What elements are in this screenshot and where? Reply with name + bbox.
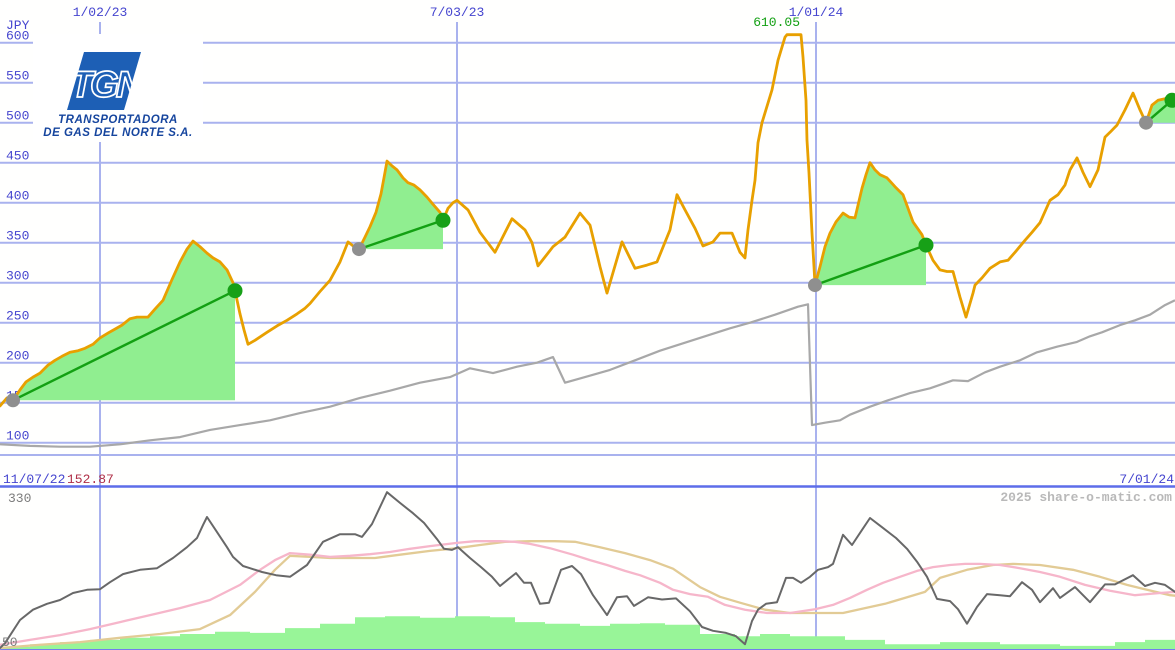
price-pane-layer [0,33,1175,448]
y-tick-label: 200 [6,349,29,364]
x-tick-label: 1/01/24 [789,5,844,20]
trend-start-dot [1139,115,1153,130]
trend-end-dot [1164,92,1175,108]
x-tick-label: 1/02/23 [73,5,128,20]
trend-region [13,241,235,401]
y-tick-label: 600 [6,29,29,44]
company-logo: TGN TRANSPORTADORA DE GAS DEL NORTE S.A. [33,34,203,142]
trend-start-dot [6,393,20,408]
series-start-date: 11/07/22 [3,472,65,487]
watermark: 2025 share-o-matic.com [1000,490,1172,505]
trend-line [358,219,444,251]
y-tick-label: 500 [6,109,29,124]
x-tick-label: 7/03/23 [430,5,485,20]
peak-annotation: 610.05 [753,15,800,30]
trend-start-dot [352,242,366,257]
benchmark-line [0,299,1175,448]
currency-label: JPY [6,18,30,33]
y-tick-label: 250 [6,309,29,324]
trend-end-dot [227,283,243,299]
end-date-label: 7/01/24 [1119,472,1174,487]
company-name-line2: DE GAS DEL NORTE S.A. [43,127,192,139]
trend-line [12,289,236,402]
series-start-price: 152.87 [67,472,114,487]
labels-layer: JPY 610.05 11/07/22 152.87 7/01/24 2025 … [2,15,1174,650]
trend-start-dot [808,278,822,293]
price-line [0,33,1175,408]
fast-signal-line [0,540,1175,646]
logo-parallelogram [67,52,141,110]
trend-line [814,243,927,287]
y-tick-label: 550 [6,69,29,84]
volume-bars [0,616,1175,649]
y-tick-label: 350 [6,229,29,244]
lower-axis-top-label: 330 [8,491,31,506]
indicator-line [0,491,1175,649]
y-tick-label: 100 [6,429,29,444]
indicator-pane-layer [0,491,1175,650]
trend-end-dot [435,212,451,228]
y-tick-label: 450 [6,149,29,164]
logo-acronym: TGN [70,64,143,105]
company-name-line1: TRANSPORTADORA [58,114,178,126]
y-tick-label: 300 [6,269,29,284]
trend-end-dot [918,237,934,253]
y-tick-label: 400 [6,189,29,204]
lower-axis-bottom-label: 50 [2,635,18,650]
